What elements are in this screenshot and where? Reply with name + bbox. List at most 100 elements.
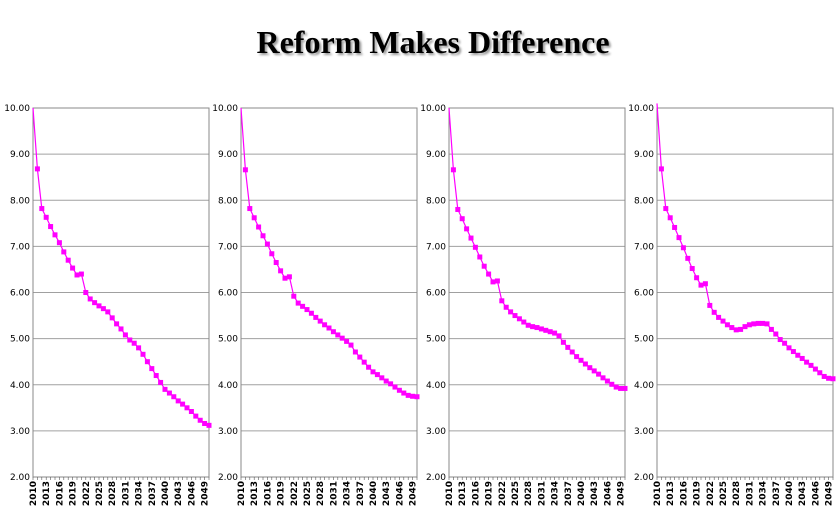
data-point bbox=[374, 372, 380, 378]
y-tick-label: 5.00 bbox=[10, 335, 30, 345]
y-tick-label: 3.00 bbox=[426, 427, 446, 437]
data-point bbox=[39, 206, 45, 212]
y-tick-label: 8.00 bbox=[634, 196, 654, 206]
x-tick-label: 2049 bbox=[201, 481, 211, 506]
data-point bbox=[609, 381, 615, 387]
y-tick-label: 4.00 bbox=[634, 381, 654, 391]
data-point bbox=[830, 376, 836, 382]
data-point bbox=[698, 282, 704, 288]
y-tick-label: 7.00 bbox=[634, 242, 654, 252]
x-tick-label: 2019 bbox=[693, 481, 703, 506]
data-point bbox=[685, 255, 691, 261]
x-tick-label: 2019 bbox=[485, 481, 495, 506]
x-tick-label: 2016 bbox=[679, 481, 689, 506]
data-point bbox=[153, 373, 159, 379]
data-point bbox=[61, 249, 67, 255]
data-point bbox=[804, 359, 810, 365]
data-point bbox=[521, 319, 527, 325]
x-tick-label: 2013 bbox=[250, 481, 260, 506]
y-tick-label: 4.00 bbox=[10, 381, 30, 391]
x-tick-label: 2040 bbox=[785, 481, 795, 506]
data-point bbox=[278, 268, 284, 274]
x-tick-label: 2037 bbox=[772, 481, 782, 506]
data-point bbox=[383, 378, 389, 384]
data-point bbox=[755, 320, 761, 326]
data-point bbox=[410, 393, 416, 399]
data-point bbox=[472, 244, 478, 250]
data-point bbox=[282, 275, 288, 281]
data-point bbox=[729, 325, 735, 331]
data-point bbox=[556, 333, 562, 339]
data-point bbox=[720, 318, 726, 324]
data-point bbox=[738, 326, 744, 332]
x-tick-label: 2010 bbox=[29, 481, 39, 506]
data-point bbox=[812, 366, 818, 372]
data-point bbox=[202, 420, 208, 426]
data-point bbox=[114, 321, 120, 327]
data-point bbox=[52, 232, 58, 238]
data-point bbox=[512, 313, 518, 319]
data-point bbox=[689, 266, 695, 272]
x-tick-label: 2019 bbox=[69, 481, 79, 506]
y-tick-label: 4.00 bbox=[218, 381, 238, 391]
y-tick-label: 8.00 bbox=[218, 196, 238, 206]
data-point bbox=[618, 385, 624, 391]
x-tick-label: 2043 bbox=[174, 481, 184, 506]
data-point bbox=[414, 394, 420, 400]
y-tick-label: 5.00 bbox=[218, 335, 238, 345]
data-point bbox=[405, 392, 411, 398]
y-tick-label: 7.00 bbox=[218, 242, 238, 252]
data-point bbox=[330, 329, 336, 335]
data-point bbox=[300, 303, 306, 309]
data-point bbox=[313, 314, 319, 320]
data-point bbox=[127, 337, 133, 343]
data-point bbox=[826, 375, 832, 381]
x-tick-label: 2034 bbox=[343, 481, 353, 506]
data-point bbox=[48, 224, 54, 230]
y-tick-label: 6.00 bbox=[218, 289, 238, 299]
data-point bbox=[83, 290, 89, 295]
x-tick-label: 2019 bbox=[277, 481, 287, 506]
data-point bbox=[78, 271, 84, 277]
data-point bbox=[34, 166, 40, 172]
data-point bbox=[180, 401, 186, 407]
chart-panel-4: 2.00 3.00 4.00 5.00 6.00 7.00 8.00 9.00 10.00 201… bbox=[628, 103, 836, 506]
data-point bbox=[459, 216, 465, 222]
data-point bbox=[516, 316, 522, 322]
y-tick-label: 6.00 bbox=[426, 289, 446, 299]
data-point bbox=[344, 338, 350, 344]
data-point bbox=[122, 332, 128, 338]
data-point bbox=[65, 257, 71, 263]
data-point bbox=[468, 235, 474, 241]
data-point bbox=[455, 206, 461, 212]
data-point bbox=[74, 272, 80, 278]
x-tick-label: 2046 bbox=[603, 481, 613, 506]
data-point bbox=[260, 233, 266, 239]
data-point bbox=[658, 166, 664, 172]
x-tick-label: 2010 bbox=[445, 481, 455, 506]
x-tick-label: 2040 bbox=[161, 481, 171, 506]
data-point bbox=[361, 359, 367, 365]
data-point bbox=[591, 368, 597, 374]
data-point bbox=[702, 281, 708, 287]
data-point bbox=[256, 224, 262, 230]
x-tick-label: 2025 bbox=[511, 481, 521, 506]
x-tick-label: 2025 bbox=[719, 481, 729, 506]
data-point bbox=[565, 344, 571, 350]
y-tick-label: 4.00 bbox=[426, 381, 446, 391]
data-point bbox=[144, 359, 150, 365]
data-point bbox=[574, 354, 580, 360]
data-point bbox=[326, 325, 332, 331]
data-point bbox=[790, 349, 796, 355]
data-point bbox=[136, 345, 142, 351]
x-tick-label: 2034 bbox=[551, 481, 561, 506]
y-tick-label: 2.00 bbox=[218, 473, 238, 483]
data-point bbox=[392, 384, 398, 390]
data-point bbox=[543, 327, 549, 333]
data-point bbox=[166, 390, 172, 396]
data-point bbox=[494, 278, 500, 284]
data-point bbox=[149, 366, 155, 372]
data-point bbox=[273, 260, 279, 266]
data-point bbox=[663, 206, 669, 212]
data-point bbox=[352, 349, 358, 355]
